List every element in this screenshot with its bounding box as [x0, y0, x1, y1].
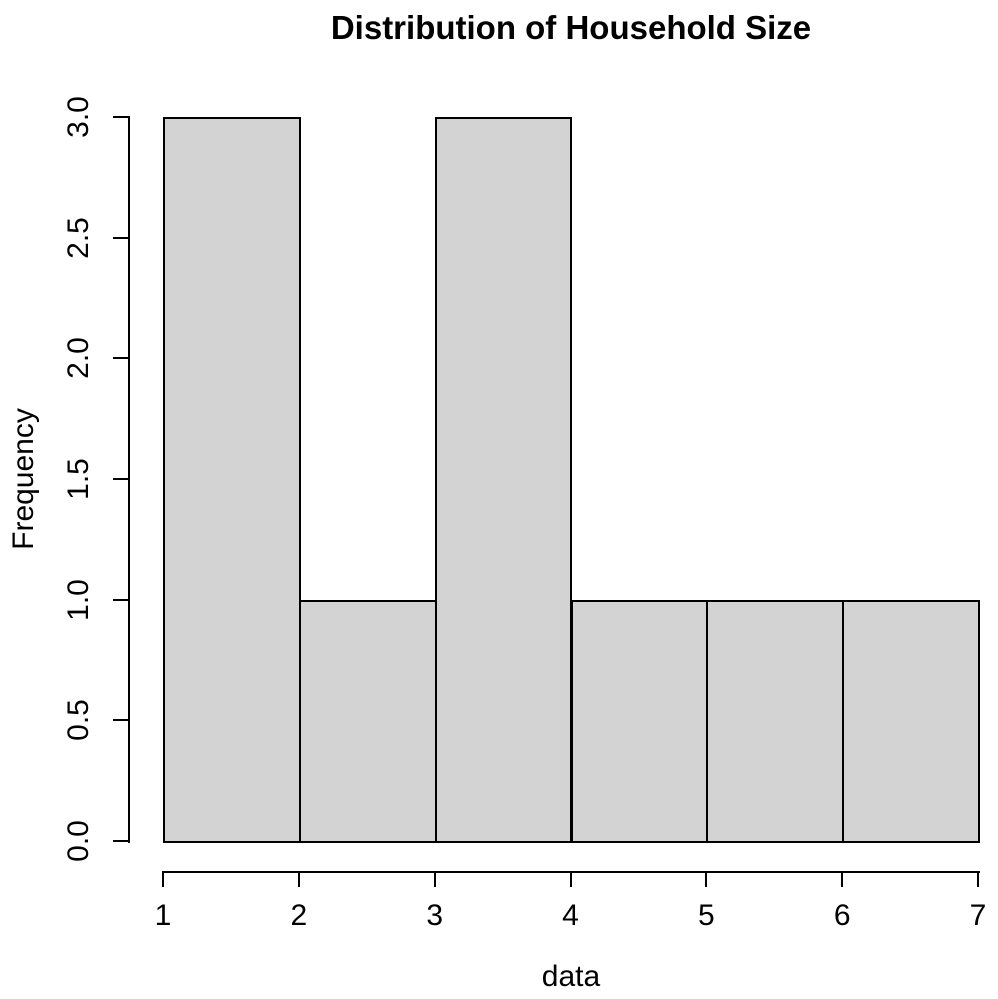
y-tick — [113, 236, 129, 239]
x-tick — [569, 871, 572, 887]
x-tick — [297, 871, 300, 887]
x-tick-label: 6 — [833, 899, 851, 932]
x-axis-label: data — [541, 960, 601, 993]
histogram-bar-1 — [163, 117, 301, 843]
y-tick — [113, 357, 129, 360]
x-tick — [433, 871, 436, 887]
y-tick — [113, 478, 129, 480]
histogram-bar-6 — [842, 599, 980, 843]
y-tick — [113, 598, 129, 601]
x-tick — [841, 871, 844, 887]
y-tick-label: 3.0 — [62, 96, 95, 138]
y-tick-label: 0.5 — [62, 699, 95, 742]
y-axis-line — [128, 116, 130, 843]
y-tick-label: 0.0 — [62, 820, 95, 862]
x-tick-label: 4 — [562, 899, 579, 932]
x-tick — [977, 871, 979, 887]
histogram-bar-4 — [570, 599, 709, 843]
y-tick — [113, 719, 129, 722]
x-tick-label: 7 — [969, 899, 987, 932]
histogram-bar-2 — [298, 599, 437, 843]
x-tick-label: 2 — [290, 899, 308, 932]
y-tick — [113, 116, 129, 118]
x-tick — [162, 871, 164, 887]
x-tick-label: 5 — [697, 899, 715, 932]
x-tick-label: 1 — [154, 899, 172, 932]
chart-title: Distribution of Household Size — [330, 9, 812, 46]
y-tick-label: 1.0 — [62, 578, 95, 621]
x-tick — [705, 871, 708, 887]
y-tick-label: 2.0 — [62, 337, 95, 380]
y-tick-label: 1.5 — [62, 458, 95, 500]
y-tick-label: 2.5 — [62, 216, 95, 259]
x-tick-label: 3 — [426, 899, 443, 932]
histogram-bar-3 — [434, 117, 573, 843]
y-tick — [113, 840, 129, 842]
histogram-bar-5 — [706, 599, 845, 843]
y-axis-label: Frequency — [7, 408, 40, 550]
